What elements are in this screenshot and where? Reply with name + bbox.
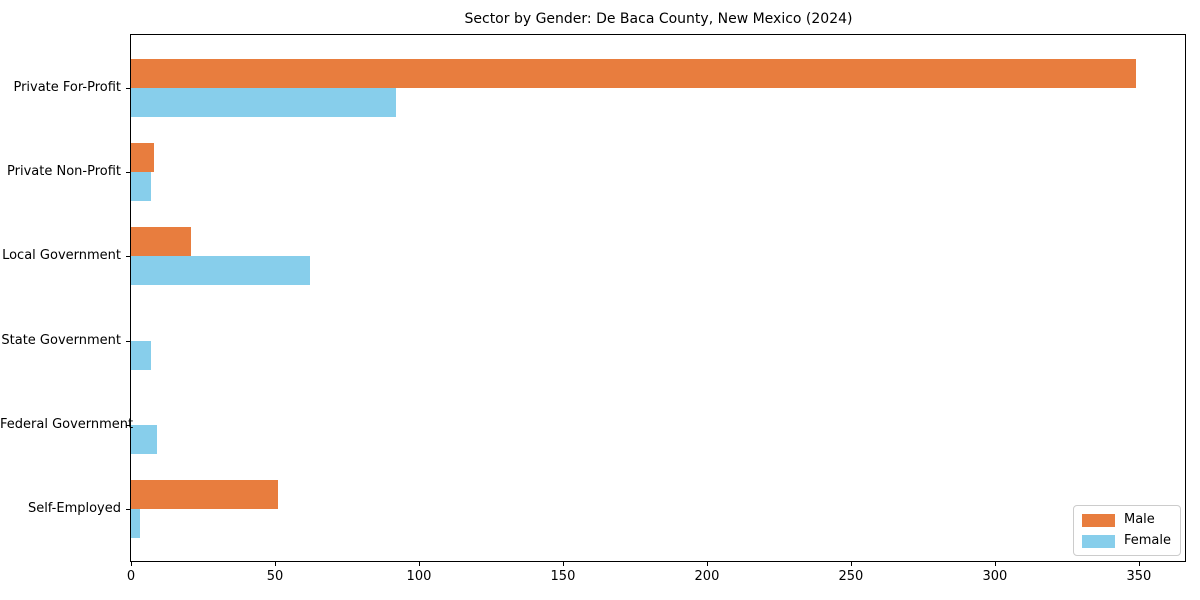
bars-layer — [131, 35, 1185, 561]
legend-item-male: Male — [1081, 512, 1171, 527]
bar-female — [131, 88, 396, 117]
female-swatch-icon — [1081, 534, 1115, 548]
chart-title: Sector by Gender: De Baca County, New Me… — [464, 11, 853, 27]
bar-female — [131, 172, 152, 202]
x-tick-label: 100 — [406, 569, 432, 584]
bar-female — [131, 509, 140, 538]
x-tick-mark — [850, 562, 852, 566]
bar-male — [131, 480, 278, 509]
y-tick-mark — [126, 256, 130, 258]
legend-label-female: Female — [1123, 533, 1171, 548]
legend-label-male: Male — [1123, 512, 1155, 527]
y-tick-mark — [126, 424, 130, 426]
y-tick-label: Private Non-Profit — [7, 164, 121, 180]
y-tick-label: Private For-Profit — [13, 80, 121, 95]
male-swatch-icon — [1081, 513, 1115, 527]
x-tick-mark — [562, 562, 564, 566]
bar-female — [131, 424, 157, 454]
x-tick-mark — [1138, 562, 1140, 566]
x-tick-mark — [994, 562, 996, 566]
legend-item-female: Female — [1081, 533, 1171, 548]
x-tick-label: 200 — [694, 569, 720, 584]
x-tick-label: 150 — [550, 569, 576, 584]
y-tick-label: State Government — [1, 332, 121, 348]
bar-male — [131, 59, 1137, 88]
x-tick-mark — [274, 562, 276, 566]
y-tick-label: Federal Government — [0, 416, 134, 432]
legend: Male Female — [1072, 505, 1181, 556]
bar-male — [131, 143, 155, 173]
bar-male — [131, 227, 192, 257]
y-tick-mark — [126, 172, 130, 174]
plot-area — [130, 34, 1186, 562]
x-tick-label: 300 — [982, 569, 1008, 584]
x-tick-mark — [131, 562, 132, 566]
x-tick-mark — [418, 562, 420, 566]
y-tick-mark — [126, 340, 130, 342]
y-tick-mark — [126, 509, 130, 510]
x-tick-label: 250 — [838, 569, 864, 584]
y-tick-mark — [126, 88, 130, 89]
y-tick-label: Self-Employed — [27, 501, 121, 516]
y-tick-label: Local Government — [2, 248, 121, 264]
bar-female — [131, 256, 310, 286]
x-tick-label: 350 — [1126, 569, 1152, 584]
x-tick-label: 0 — [126, 569, 136, 584]
x-tick-mark — [706, 562, 708, 566]
x-tick-label: 50 — [266, 569, 284, 584]
bar-female — [131, 340, 152, 370]
